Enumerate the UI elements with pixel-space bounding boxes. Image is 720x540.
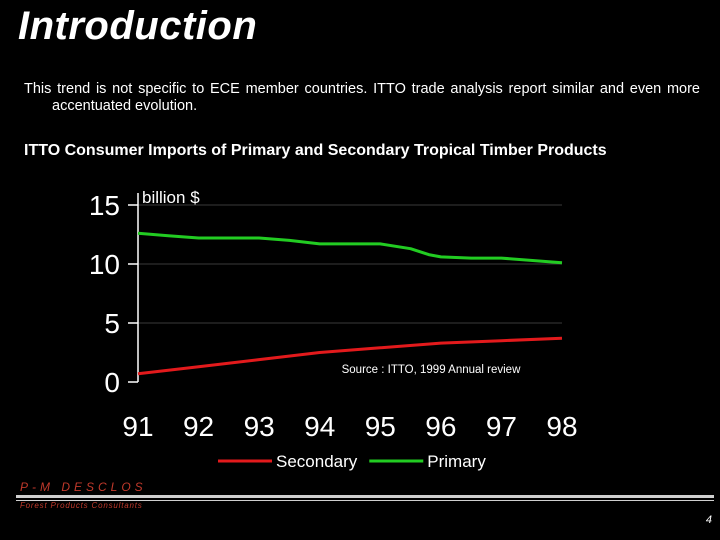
footer-company: Forest Products Consultants [20,501,143,510]
x-tick-label: 96 [425,411,456,442]
footer-author: P-M DESCLOS [20,480,147,494]
x-tick-label: 95 [365,411,396,442]
chart-heading: ITTO Consumer Imports of Primary and Sec… [24,142,607,159]
slide-title: Introduction [18,4,258,48]
y-tick-label: 0 [104,367,120,398]
page-number: 4 [705,514,712,526]
series-line-primary [137,231,563,265]
y-tick-label: 10 [89,249,120,280]
source-annotation: Source : ITTO, 1999 Annual review [342,364,521,376]
series-line-secondary [137,336,563,376]
footer-divider [16,495,714,498]
y-tick-label: 5 [104,308,120,339]
x-tick-label: 97 [486,411,517,442]
legend-label: Secondary [276,452,358,471]
y-axis-label: billion $ [142,188,200,207]
legend-label: Primary [427,452,486,471]
x-tick-label: 91 [122,411,153,442]
y-tick-label: 15 [89,190,120,221]
x-tick-label: 92 [183,411,214,442]
x-tick-label: 98 [546,411,577,442]
x-tick-label: 93 [244,411,275,442]
footer-divider-thin [16,500,714,501]
intro-text: This trend is not specific to ECE member… [24,81,700,114]
x-tick-label: 94 [304,411,335,442]
